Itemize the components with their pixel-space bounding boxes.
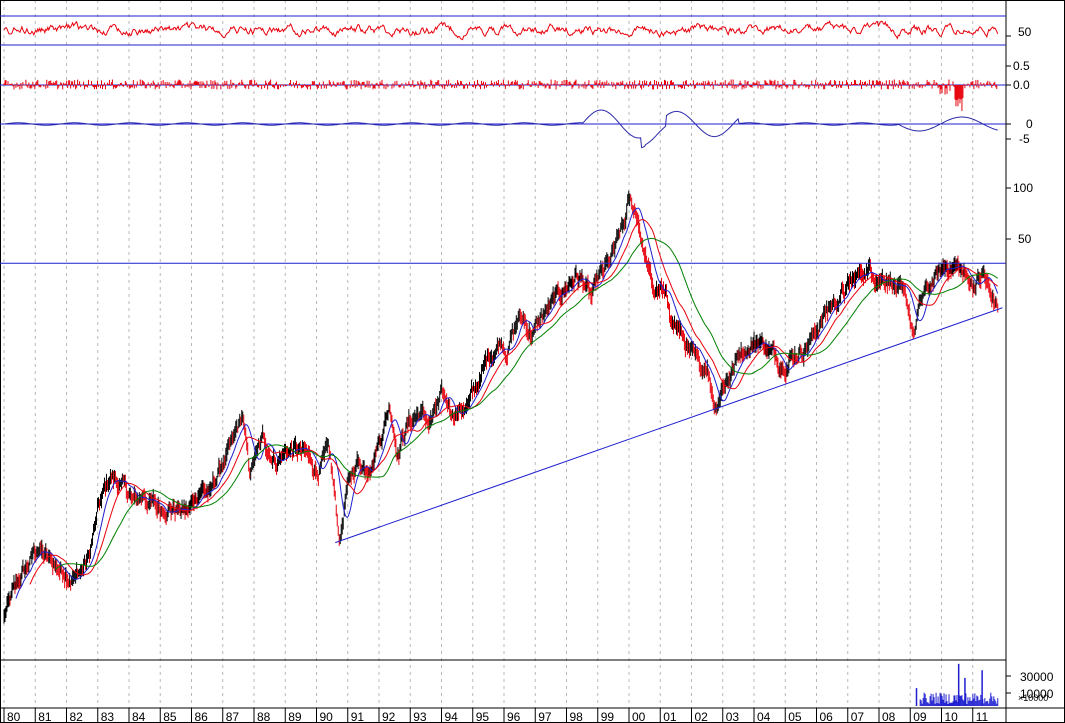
momentum-panel [0, 79, 1006, 111]
x-axis-labels: 80 81 82 83 84 85 86 87 88 89 90 91 92 93 94 95 96 97 98 99… [3, 708, 989, 723]
momentum-tick-0-0: 0.0 [1013, 78, 1030, 92]
rsi-tick-50: 50 [1018, 25, 1032, 39]
oscillator-panel [0, 109, 1006, 149]
x-label-81: 81 [38, 710, 52, 723]
oscillator-line [3, 109, 998, 149]
x-label-98: 98 [570, 710, 584, 723]
x-label-87: 87 [226, 710, 240, 723]
x-label-04: 04 [757, 710, 771, 723]
x-label-03: 03 [726, 710, 740, 723]
x-label-11: 11 [976, 710, 989, 723]
x-label-01: 01 [663, 710, 677, 723]
x-label-90: 90 [320, 710, 334, 723]
y-axis-ticks: 50 0.5 0.0 0 -5 100 50 30000 10000 ×1000… [1013, 25, 1054, 703]
ma-short-line [15, 207, 999, 599]
x-label-82: 82 [70, 710, 84, 723]
x-label-92: 92 [382, 710, 396, 723]
volume-tick-10000: 10000 [1020, 687, 1054, 701]
x-label-07: 07 [851, 710, 865, 723]
x-label-89: 89 [288, 710, 302, 723]
x-label-88: 88 [257, 710, 271, 723]
x-label-08: 08 [882, 710, 896, 723]
rsi-panel [0, 15, 1006, 46]
x-label-94: 94 [445, 710, 459, 723]
oscillator-tick-minus-5: -5 [1019, 132, 1030, 146]
x-label-10: 10 [945, 710, 959, 723]
oscillator-tick-0: 0 [1026, 117, 1033, 131]
ma-mid-line [29, 219, 999, 585]
x-label-86: 86 [195, 710, 209, 723]
x-label-05: 05 [788, 710, 802, 723]
volume-unit-label: ×10000 [1018, 693, 1048, 703]
x-label-00: 00 [632, 710, 646, 723]
x-label-93: 93 [413, 710, 427, 723]
x-label-80: 80 [7, 710, 21, 723]
x-label-96: 96 [507, 710, 521, 723]
x-label-99: 99 [601, 710, 615, 723]
x-label-95: 95 [476, 710, 490, 723]
x-label-06: 06 [820, 710, 834, 723]
price-panel [0, 190, 1006, 624]
rsi-line [3, 20, 999, 41]
support-trend-line [335, 307, 1003, 544]
volume-tick-30000: 30000 [1020, 670, 1054, 684]
x-label-97: 97 [538, 710, 552, 723]
x-label-85: 85 [163, 710, 177, 723]
x-label-84: 84 [132, 710, 146, 723]
price-tick-100: 100 [1013, 181, 1033, 195]
x-label-09: 09 [913, 710, 927, 723]
price-tick-50: 50 [1018, 232, 1032, 246]
x-label-02: 02 [695, 710, 709, 723]
x-label-83: 83 [101, 710, 115, 723]
momentum-tick-0-5: 0.5 [1013, 59, 1030, 73]
vertical-grid [3, 0, 974, 708]
volume-panel [915, 663, 999, 706]
x-label-91: 91 [351, 710, 365, 723]
ma-long-line [55, 237, 999, 570]
